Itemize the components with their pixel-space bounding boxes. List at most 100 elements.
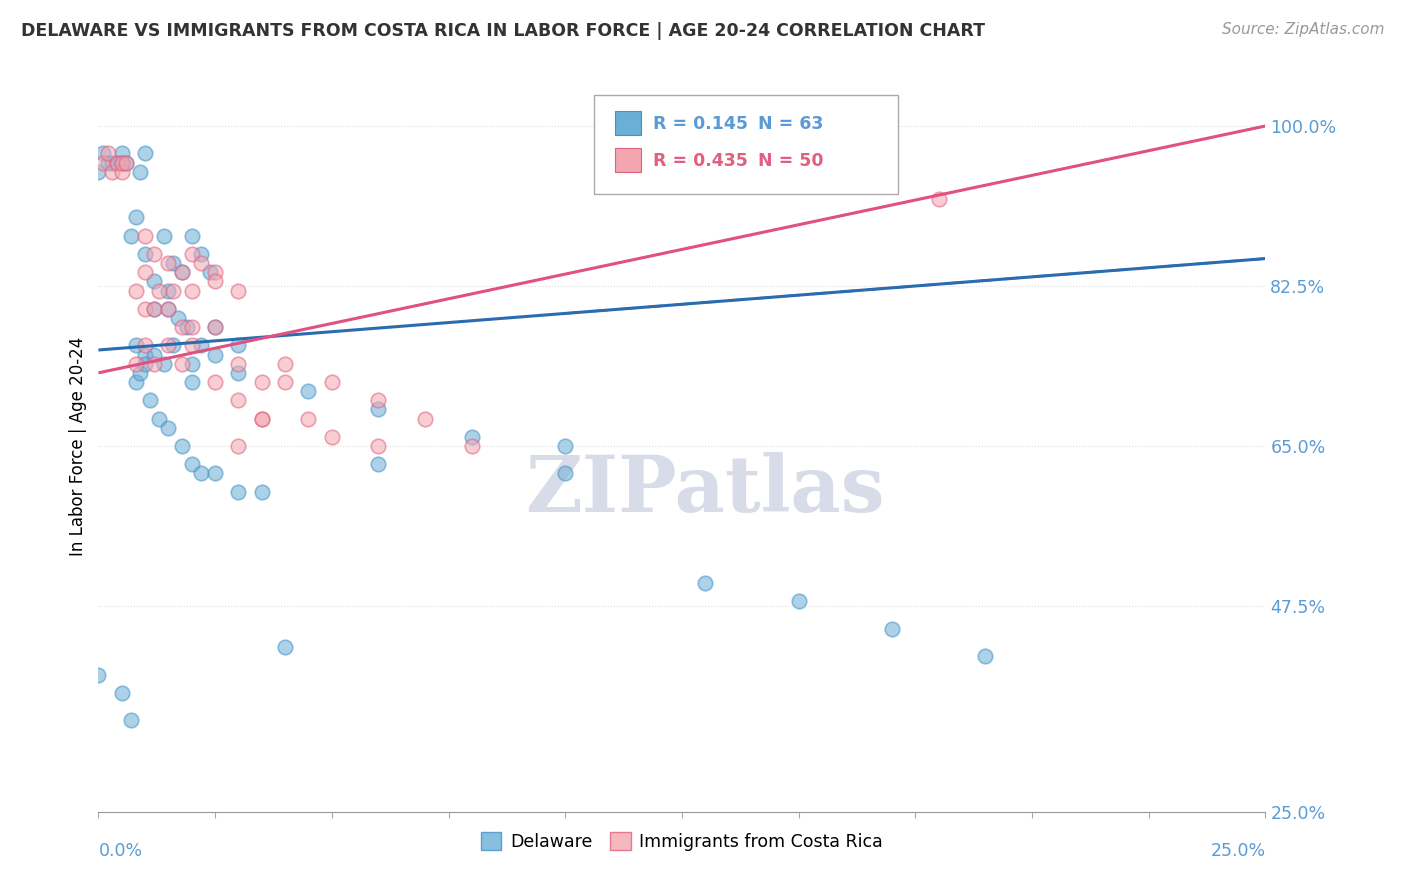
Point (134, 247, 156, 261)
Point (172, 265, 194, 279)
Point (204, 348, 226, 362)
Point (200, 265, 222, 279)
Point (367, 402, 389, 417)
Point (228, 338, 250, 352)
Point (321, 375, 343, 389)
Point (367, 393, 389, 408)
Point (134, 338, 156, 352)
Text: DELAWARE VS IMMIGRANTS FROM COSTA RICA IN LABOR FORCE | AGE 20-24 CORRELATION CH: DELAWARE VS IMMIGRANTS FROM COSTA RICA I… (21, 22, 986, 40)
Text: N = 63: N = 63 (758, 115, 823, 133)
Point (143, 275, 166, 289)
Point (143, 247, 166, 261)
Point (180, 458, 202, 472)
Point (204, 320, 226, 334)
Text: ZIPatlas: ZIPatlas (526, 452, 884, 528)
Point (367, 458, 389, 472)
Point (554, 467, 576, 481)
Point (974, 649, 997, 664)
Point (129, 366, 152, 380)
Point (204, 275, 226, 289)
Point (101, 155, 124, 169)
Point (134, 265, 156, 279)
Text: R = 0.145: R = 0.145 (652, 115, 748, 133)
Point (204, 467, 226, 481)
Point (125, 284, 148, 298)
Point (148, 284, 170, 298)
Point (274, 357, 297, 371)
Point (172, 265, 194, 279)
Point (115, 155, 138, 169)
Point (166, 310, 188, 325)
Point (157, 301, 180, 316)
Point (172, 357, 194, 371)
Point (321, 430, 343, 444)
Point (143, 301, 166, 316)
Point (157, 338, 180, 352)
Point (105, 155, 128, 169)
Point (250, 411, 273, 425)
Point (134, 348, 156, 362)
Point (111, 155, 134, 169)
Point (111, 164, 134, 178)
Point (125, 211, 148, 225)
Point (87, 164, 110, 178)
Point (880, 622, 903, 636)
Point (162, 338, 184, 352)
Point (125, 375, 148, 389)
Point (297, 411, 319, 425)
Point (274, 375, 297, 389)
Point (120, 228, 142, 243)
Text: R = 0.435: R = 0.435 (652, 152, 748, 169)
Text: Source: ZipAtlas.com: Source: ZipAtlas.com (1222, 22, 1385, 37)
Point (554, 439, 576, 453)
Point (204, 320, 226, 334)
Point (172, 439, 194, 453)
Point (180, 375, 202, 389)
Point (695, 576, 717, 591)
Point (148, 411, 170, 425)
Point (134, 357, 156, 371)
Point (228, 366, 250, 380)
Point (172, 320, 194, 334)
Point (228, 284, 250, 298)
Point (134, 228, 156, 243)
FancyBboxPatch shape (595, 95, 898, 194)
Point (91, 155, 114, 169)
Point (461, 439, 484, 453)
Point (143, 348, 166, 362)
Point (228, 357, 250, 371)
Point (190, 467, 212, 481)
Point (143, 301, 166, 316)
Point (111, 146, 134, 161)
Text: 25.0%: 25.0% (1211, 842, 1265, 860)
Point (204, 265, 226, 279)
Y-axis label: In Labor Force | Age 20-24: In Labor Force | Age 20-24 (69, 336, 87, 556)
Point (97, 155, 120, 169)
Point (274, 640, 297, 655)
Point (413, 411, 436, 425)
Point (125, 338, 148, 352)
Text: 0.0%: 0.0% (98, 842, 142, 860)
Point (162, 284, 184, 298)
Point (129, 164, 152, 178)
Point (787, 594, 810, 608)
Bar (616, 111, 641, 136)
Point (125, 357, 148, 371)
Point (180, 320, 202, 334)
Point (228, 439, 250, 453)
Point (157, 301, 180, 316)
Point (180, 338, 202, 352)
Point (134, 146, 156, 161)
Point (928, 192, 950, 206)
Point (115, 155, 138, 169)
Point (250, 375, 273, 389)
Point (111, 686, 134, 700)
Point (176, 320, 198, 334)
Point (91, 146, 114, 161)
Point (250, 484, 273, 499)
Point (190, 256, 212, 270)
Point (152, 357, 174, 371)
Point (157, 284, 180, 298)
Point (134, 301, 156, 316)
Point (87, 667, 110, 681)
